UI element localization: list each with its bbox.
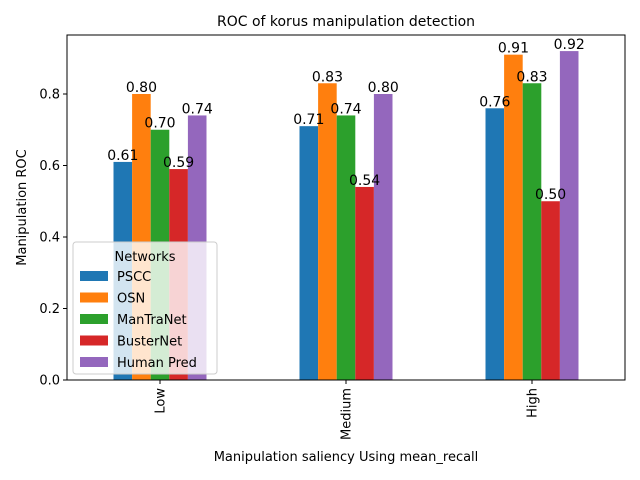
legend-box (72, 241, 218, 375)
data-label: 0.71 (293, 112, 324, 128)
bar-busternet-high (541, 201, 560, 380)
y-tick-label: 0.8 (39, 87, 60, 102)
bar-osn-medium (318, 83, 337, 380)
bar-pscc-medium (299, 126, 319, 380)
data-label: 0.50 (535, 187, 566, 203)
legend-entry: OSN (117, 292, 145, 307)
data-label: 0.92 (554, 37, 585, 53)
data-label: 0.74 (182, 101, 213, 117)
data-label: 0.76 (479, 94, 510, 110)
legend-entry: BusterNet (117, 335, 182, 350)
legend-title: Networks (114, 250, 175, 265)
data-label: 0.59 (163, 155, 194, 171)
y-tick-label: 0.6 (39, 159, 60, 174)
ticks-layer: 0.0 0.2 0.4 0.6 0.8 Low Medium High (39, 87, 540, 439)
data-labels-layer: 0.61 0.80 0.70 0.59 0.74 0.71 0.83 0.74 0.54 0.80… (107, 37, 585, 203)
legend: Networks PSCC OSN ManTraNet BusterNet Human … (72, 241, 218, 375)
bar-human-pred-medium (373, 93, 393, 381)
data-label: 0.54 (349, 173, 380, 189)
legend-swatch (80, 335, 108, 346)
x-tick-label: High (526, 388, 541, 418)
legend-entry: Human Pred (117, 356, 197, 371)
data-label: 0.80 (368, 80, 399, 96)
data-label: 0.80 (126, 80, 157, 96)
x-axis-label: Manipulation saliency Using mean_recall (214, 450, 479, 465)
bar-busternet-medium (355, 186, 374, 380)
data-label: 0.83 (312, 69, 343, 85)
legend-swatch (80, 271, 108, 281)
bar-mantranet-high (522, 83, 542, 380)
bar-osn-high (504, 54, 523, 380)
legend-swatch (80, 357, 108, 367)
bar-mantranet-medium (336, 115, 356, 380)
bar-human-pred-high (559, 51, 579, 381)
data-label: 0.91 (498, 41, 529, 57)
y-axis-label: Manipulation ROC (15, 149, 30, 265)
data-label: 0.61 (107, 148, 138, 164)
x-tick-label: Medium (340, 388, 355, 440)
legend-swatch (80, 314, 108, 324)
data-label: 0.70 (144, 116, 175, 132)
legend-entry: PSCC (117, 270, 151, 285)
bar-pscc-high (485, 108, 505, 380)
data-label: 0.74 (330, 101, 361, 117)
y-tick-label: 0.2 (39, 302, 60, 317)
legend-entry: ManTraNet (117, 313, 187, 328)
y-tick-label: 0.0 (39, 374, 60, 389)
legend-swatch (80, 292, 108, 303)
x-tick-label: Low (154, 388, 169, 414)
chart-title: ROC of korus manipulation detection (217, 14, 475, 30)
y-tick-label: 0.4 (39, 230, 60, 245)
data-label: 0.83 (516, 69, 547, 85)
